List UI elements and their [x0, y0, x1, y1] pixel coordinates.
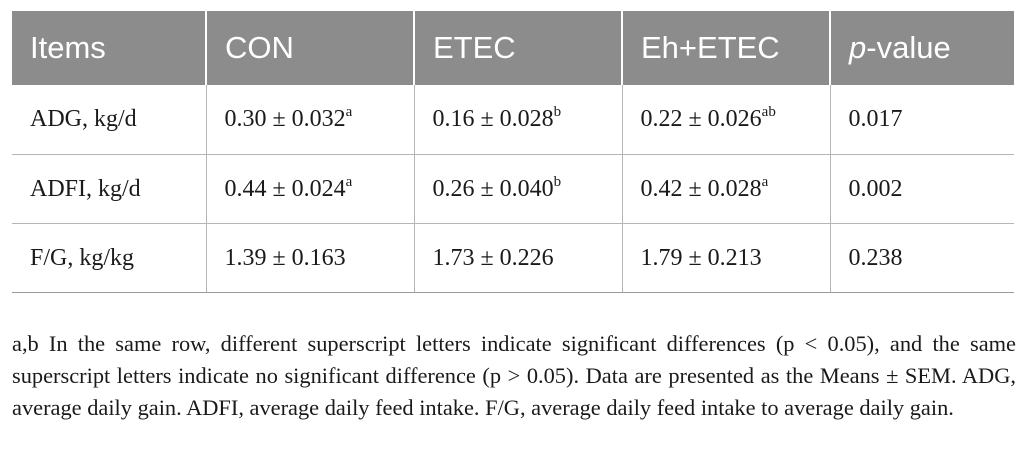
cell-etec: 0.16 ± 0.028b [414, 85, 623, 155]
cell-value: 0.44 ± 0.024 [224, 175, 346, 202]
cell-value: 0.22 ± 0.026 [640, 106, 762, 132]
cell-p-value: 0.238 [830, 223, 1014, 293]
cell-p-value: 0.002 [830, 154, 1014, 224]
header-p-rest: -value [866, 30, 951, 65]
row-item-label: ADG, kg/d [12, 85, 207, 155]
cell-eh-etec: 0.22 ± 0.026ab [622, 85, 831, 155]
cell-value: 0.30 ± 0.032 [224, 106, 346, 132]
header-row: Items CON ETEC Eh+ETEC p-value [12, 11, 1014, 85]
row-item-label: F/G, kg/kg [12, 223, 207, 293]
cell-value: 1.79 ± 0.213 [640, 244, 762, 271]
cell-con: 0.30 ± 0.032a [206, 85, 415, 155]
cell-etec: 1.73 ± 0.226 [414, 223, 623, 293]
cell-con: 1.39 ± 0.163 [206, 223, 415, 293]
cell-con: 0.44 ± 0.024a [206, 154, 415, 224]
cell-superscript: a [345, 104, 353, 120]
cell-value: 0.42 ± 0.028 [640, 175, 762, 202]
cell-etec: 0.26 ± 0.040b [414, 154, 623, 224]
row-item-label: ADFI, kg/d [12, 154, 207, 224]
header-etec: ETEC [414, 11, 623, 85]
results-table: Items CON ETEC Eh+ETEC p-value ADG, kg/d… [12, 11, 1014, 293]
header-eh-etec: Eh+ETEC [622, 11, 831, 85]
cell-superscript: ab [761, 104, 776, 120]
cell-eh-etec: 1.79 ± 0.213 [622, 223, 831, 293]
table-body: ADG, kg/d 0.30 ± 0.032a 0.16 ± 0.028b 0.… [12, 85, 1014, 293]
cell-superscript: a [345, 173, 353, 190]
cell-value: 0.26 ± 0.040 [432, 175, 554, 202]
table-header: Items CON ETEC Eh+ETEC p-value [12, 11, 1014, 85]
cell-superscript: b [553, 173, 562, 190]
cell-value: 1.73 ± 0.226 [432, 244, 554, 271]
header-p-value: p-value [830, 11, 1014, 85]
header-p-italic: p [849, 30, 867, 65]
table-row: F/G, kg/kg 1.39 ± 0.163 1.73 ± 0.226 1.7… [12, 223, 1014, 293]
header-con: CON [206, 11, 415, 85]
cell-value: 1.39 ± 0.163 [224, 244, 346, 271]
cell-superscript: a [761, 173, 769, 190]
cell-eh-etec: 0.42 ± 0.028a [622, 154, 831, 224]
cell-p-value: 0.017 [830, 85, 1014, 155]
table-row: ADFI, kg/d 0.44 ± 0.024a 0.26 ± 0.040b 0… [12, 154, 1014, 224]
cell-superscript: b [553, 104, 562, 120]
table-footnote: a,b In the same row, different superscri… [12, 331, 1016, 421]
header-items: Items [12, 11, 207, 85]
table-row: ADG, kg/d 0.30 ± 0.032a 0.16 ± 0.028b 0.… [12, 85, 1014, 155]
cell-value: 0.16 ± 0.028 [432, 106, 554, 132]
results-table-container: Items CON ETEC Eh+ETEC p-value ADG, kg/d… [12, 11, 1014, 293]
